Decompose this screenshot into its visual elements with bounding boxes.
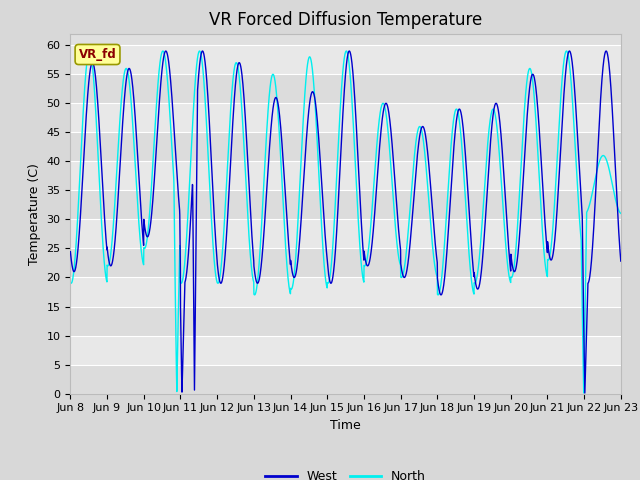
Text: VR_fd: VR_fd <box>79 48 116 61</box>
Legend: West, North: West, North <box>260 465 431 480</box>
Bar <box>70 161 621 191</box>
Bar <box>70 277 621 307</box>
Bar <box>70 219 621 249</box>
Bar <box>70 249 621 277</box>
Bar <box>70 103 621 132</box>
Bar <box>70 365 621 394</box>
Bar <box>70 191 621 219</box>
Bar <box>70 307 621 336</box>
Bar <box>70 45 621 74</box>
Y-axis label: Temperature (C): Temperature (C) <box>28 163 41 264</box>
Bar <box>70 336 621 365</box>
Bar <box>70 132 621 161</box>
X-axis label: Time: Time <box>330 419 361 432</box>
Title: VR Forced Diffusion Temperature: VR Forced Diffusion Temperature <box>209 11 482 29</box>
Bar <box>70 74 621 103</box>
